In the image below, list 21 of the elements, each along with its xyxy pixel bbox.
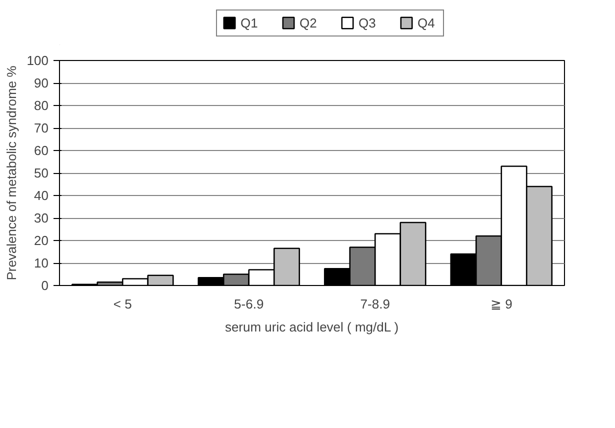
y-tick-label: 70 <box>34 120 49 136</box>
legend-label: Q2 <box>300 15 318 30</box>
y-tick-label: 100 <box>26 53 49 68</box>
y-tick-label: 20 <box>34 233 49 248</box>
x-axis-title: serum uric acid level ( mg/dL ) <box>224 320 399 334</box>
x-tick-label: ≧ 9 <box>490 296 512 312</box>
y-tick-label: 50 <box>34 166 49 180</box>
y-tick-label: 10 <box>34 256 49 270</box>
x-tick-label: 7-8.9 <box>360 296 390 312</box>
x-tick-label: < 5 <box>113 296 132 312</box>
y-tick-label: 90 <box>34 76 49 90</box>
y-tick-label: 60 <box>34 143 49 158</box>
legend-label: Q4 <box>418 15 436 30</box>
legend-label: Q1 <box>240 15 259 30</box>
y-tick-label: 0 <box>41 278 49 293</box>
legend-label: Q3 <box>358 15 377 30</box>
y-tick-label: 80 <box>34 98 49 113</box>
y-axis-title: Prevalence of metabolic syndrome % <box>4 65 19 280</box>
y-tick-label: 30 <box>34 210 49 226</box>
y-tick-label: 40 <box>34 188 49 203</box>
x-tick-label: 5-6.9 <box>234 296 264 312</box>
